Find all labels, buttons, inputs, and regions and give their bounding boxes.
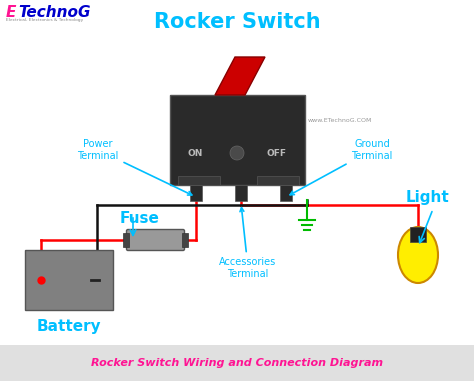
Text: E: E (6, 5, 17, 20)
Circle shape (230, 146, 244, 160)
Ellipse shape (398, 227, 438, 283)
Text: ON: ON (187, 149, 203, 157)
Bar (182, 233, 188, 247)
Text: www.ETechnoG.COM: www.ETechnoG.COM (308, 117, 373, 123)
Text: TechnoG: TechnoG (18, 5, 91, 20)
Bar (280, 185, 292, 201)
Text: Ground
Terminal: Ground Terminal (290, 139, 392, 195)
Bar (170, 95, 305, 185)
Text: Electrical, Electronics & Technology: Electrical, Electronics & Technology (6, 18, 83, 22)
Text: Power
Terminal: Power Terminal (77, 139, 192, 195)
Text: Battery: Battery (36, 319, 101, 333)
Bar (0, 345, 474, 381)
Bar (178, 176, 220, 185)
Text: OFF: OFF (267, 149, 287, 157)
Bar (123, 233, 129, 247)
Polygon shape (215, 57, 265, 95)
Text: Fuse: Fuse (120, 210, 160, 226)
FancyBboxPatch shape (127, 229, 184, 250)
Bar (190, 185, 202, 201)
Bar (25, 250, 113, 310)
Text: Light: Light (406, 189, 450, 205)
Bar (410, 227, 426, 242)
Bar (257, 176, 299, 185)
Text: Rocker Switch Wiring and Connection Diagram: Rocker Switch Wiring and Connection Diag… (91, 358, 383, 368)
Text: Rocker Switch: Rocker Switch (154, 12, 320, 32)
Text: Accessories
Terminal: Accessories Terminal (219, 208, 277, 279)
Bar (235, 185, 247, 201)
